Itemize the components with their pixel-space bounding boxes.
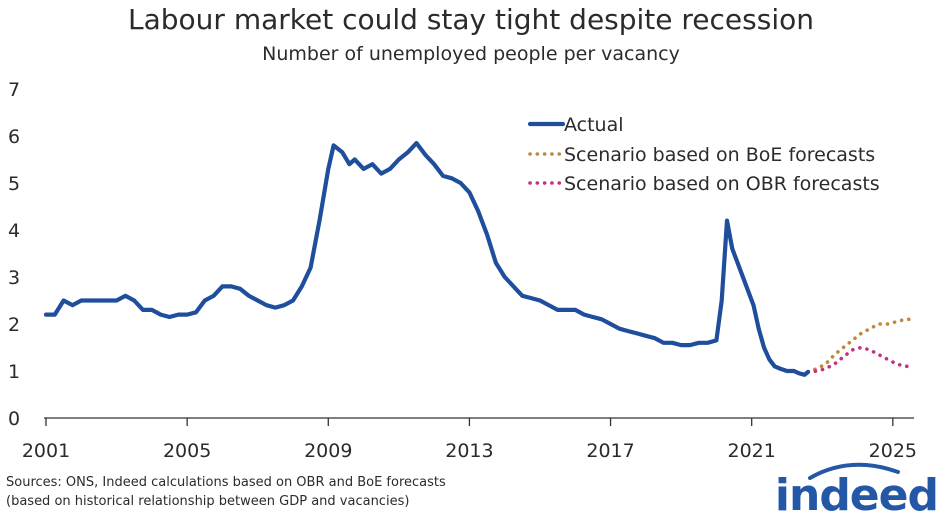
legend-label: Scenario based on BoE forecasts: [564, 144, 875, 166]
series-layer: [43, 141, 914, 377]
logo-text: indeed: [775, 470, 938, 517]
y-tick-label: 7: [8, 79, 20, 101]
x-tick-label: 2021: [728, 440, 776, 462]
x-tick-label: 2009: [304, 440, 352, 462]
series-line-actual: [43, 141, 811, 377]
y-tick-label: 4: [8, 220, 20, 242]
y-tick-label: 3: [8, 267, 20, 289]
indeed-logo: indeed: [775, 462, 939, 517]
y-tick-label: 2: [8, 314, 20, 336]
y-axis: 0 1 2 3 4 5 6 7: [8, 79, 20, 430]
chart-title: Labour market could stay tight despite r…: [128, 3, 814, 36]
x-tick-label: 2005: [163, 440, 211, 462]
legend-label: Scenario based on OBR forecasts: [564, 173, 880, 195]
series-line-obr: [806, 345, 914, 374]
logo-arc-icon: [808, 462, 900, 480]
x-tick-label: 2017: [586, 440, 634, 462]
source-line-2: (based on historical relationship betwee…: [6, 494, 409, 509]
chart-subtitle: Number of unemployed people per vacancy: [262, 43, 680, 65]
source-line-1: Sources: ONS, Indeed calculations based …: [6, 475, 446, 490]
y-tick-label: 0: [8, 408, 20, 430]
legend-label: Actual: [564, 114, 624, 136]
series-line-boe: [806, 317, 914, 374]
y-tick-label: 5: [8, 173, 20, 195]
legend: Actual Scenario based on BoE forecasts Sce…: [527, 114, 880, 195]
x-axis: 2001 2005 2009 2013 2017 2021 2025: [22, 417, 917, 462]
x-tick-label: 2001: [22, 440, 70, 462]
x-tick-label: 2025: [869, 440, 917, 462]
y-tick-label: 6: [8, 126, 20, 148]
x-tick-label: 2013: [445, 440, 493, 462]
y-tick-label: 1: [8, 361, 20, 383]
